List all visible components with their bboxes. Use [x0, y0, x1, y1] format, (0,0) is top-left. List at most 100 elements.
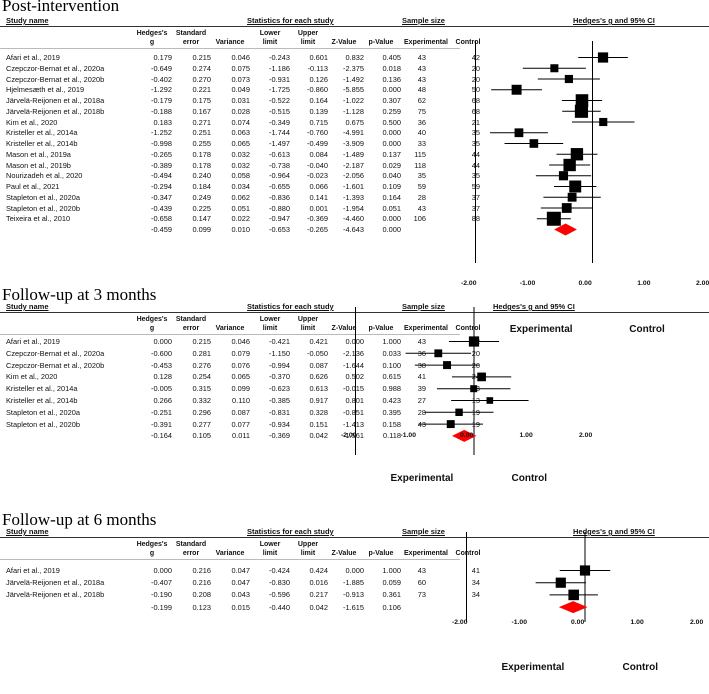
cell-g: -0.265: [151, 149, 172, 159]
upper-limit-column-header: Upper limit: [282, 315, 334, 333]
subheader-rule: [0, 334, 460, 335]
cell-p: 0.059: [382, 578, 402, 588]
cell-ll: -0.370: [269, 372, 290, 382]
lower-limit-column-header-line: limit: [262, 550, 278, 557]
cell-ll: -0.613: [269, 149, 290, 159]
cell-se: 0.225: [192, 203, 212, 213]
upper-limit-column-header: Upper limit: [282, 540, 334, 558]
summary-row: -0.164 0.105 0.011 -0.369 0.042 -1.561 0.118: [0, 430, 460, 441]
cell-g: -0.005: [151, 384, 172, 394]
forest-plot: [355, 307, 529, 455]
z-value-column-header: Z-Value: [331, 39, 357, 46]
study-name: Nourizadeh et al., 2020: [6, 171, 83, 181]
cell-var: 0.051: [231, 203, 251, 213]
cell-ul: -0.040: [307, 160, 328, 170]
study-square: [561, 203, 572, 213]
study-name: Järvelä-Reijonen et al., 2018b: [6, 590, 105, 600]
stats-header: Statistics for each study: [247, 16, 334, 25]
cell-p: 0.000: [382, 128, 402, 138]
cell-z: 0.000: [345, 337, 365, 346]
study-name-header: Study name: [6, 16, 49, 25]
axis-tick-label: -1.00: [511, 619, 528, 626]
cell-z: -1.128: [343, 106, 364, 116]
study-square: [529, 139, 539, 148]
cell-ll: -0.947: [269, 214, 290, 224]
control-column-header: Control: [455, 39, 481, 46]
cell-exp: 27: [417, 396, 426, 405]
forest-plot: [466, 532, 611, 622]
stats-header: Statistics for each study: [247, 527, 334, 536]
lower-limit-column-header-line: limit: [262, 325, 278, 332]
cell-se: 0.249: [192, 192, 212, 202]
std-error-column-header-line: Standard: [175, 316, 207, 323]
cell-z: -0.913: [343, 590, 364, 600]
favours-control-label: Control: [511, 473, 548, 484]
header-rule: [0, 537, 709, 538]
cell-p: 0.100: [382, 360, 402, 370]
hedges-g-column-header: Hedges's g: [126, 315, 178, 333]
panel-title: Follow-up at 3 months: [2, 285, 157, 304]
cell-se: 0.270: [192, 74, 212, 84]
cell-z: -1.885: [343, 578, 364, 588]
cell-exp: 43: [417, 566, 426, 575]
axis-tick-label: 0.00: [578, 280, 592, 287]
cell-z: -1.954: [343, 203, 364, 213]
cell-ul: 0.139: [309, 106, 329, 116]
cell-ll: -0.880: [269, 203, 290, 213]
cell-z: -2.056: [343, 171, 364, 181]
cell-p: 0.051: [382, 203, 402, 213]
cell-g: -0.190: [151, 590, 172, 600]
cell-ul: 0.424: [309, 566, 329, 575]
hedges-g-column-header-line: g: [149, 39, 155, 46]
subheader-rule: [0, 48, 460, 49]
cell-ll: -0.655: [269, 182, 290, 191]
cell-ctrl: 50: [440, 85, 480, 94]
cell-exp: 41: [417, 372, 426, 382]
cell-p: 0.988: [382, 384, 402, 394]
cell-var: 0.047: [231, 578, 251, 588]
study-square: [558, 171, 569, 181]
hedges-g-column-header-line: Hedges's: [136, 316, 168, 323]
lower-limit-column-header: Lower limit: [244, 29, 296, 47]
study-square: [477, 372, 486, 382]
cell-g: -0.347: [151, 192, 172, 202]
cell-p: 0.029: [382, 160, 402, 170]
cell-ll: -0.830: [269, 578, 290, 588]
control-column-header: Control: [455, 325, 481, 332]
cell-g: -0.998: [151, 139, 172, 148]
study-name: Afari et al., 2019: [6, 53, 60, 62]
cell-var: 0.074: [231, 117, 251, 127]
study-name: Kristeller et al., 2014b: [6, 396, 78, 405]
cell-ul: -0.499: [307, 139, 328, 148]
cell-exp: 106: [413, 214, 426, 224]
cell-p: 0.000: [382, 214, 402, 224]
cell-var: 0.065: [231, 372, 251, 382]
cell-ctrl: 21: [440, 118, 480, 127]
axis-tick-label: 1.00: [637, 280, 651, 287]
cell-z: -4.643: [343, 225, 364, 234]
study-row: Czepczor-Bernat et al., 2020a -0.600 0.281…: [0, 348, 480, 359]
study-square: [446, 420, 455, 429]
study-name: Kristeller et al., 2014a: [6, 128, 78, 138]
hedges-g-column-header-line: g: [149, 325, 155, 332]
study-square: [511, 84, 522, 95]
cell-ul: 0.601: [309, 53, 329, 62]
upper-limit-column-header-line: limit: [300, 39, 316, 46]
cell-g: 0.000: [153, 566, 173, 575]
cell-ul: 0.151: [309, 419, 329, 429]
cell-ll: -0.831: [269, 407, 290, 417]
cell-p: 0.106: [382, 602, 402, 612]
lower-limit-column-header: Lower limit: [244, 315, 296, 333]
cell-ul: 0.141: [309, 192, 329, 202]
cell-p: 1.000: [382, 337, 402, 346]
cell-ctrl: 41: [471, 566, 480, 575]
study-name: Stapleton et al., 2020b: [6, 203, 80, 213]
cell-g: -0.251: [151, 407, 172, 417]
cell-ll: -0.623: [269, 384, 290, 394]
cell-ul: 0.328: [309, 407, 329, 417]
std-error-column-header-line: error: [182, 550, 200, 557]
favours-experimental-label: Experimental: [390, 473, 454, 484]
cell-ctrl: 35: [440, 171, 480, 180]
header-rule: [0, 312, 709, 313]
study-name: Czepczor-Bernat et al., 2020a: [6, 348, 105, 358]
